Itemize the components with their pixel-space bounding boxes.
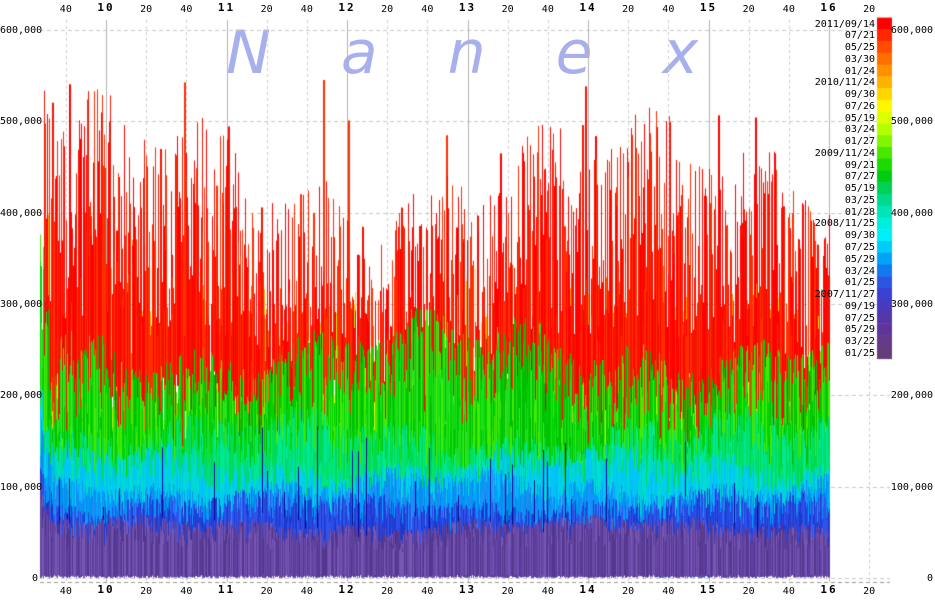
chart-plot-canvas xyxy=(0,0,935,600)
nanex-quote-rate-chart: Nanex 4040101020204040111120204040121220… xyxy=(0,0,935,600)
